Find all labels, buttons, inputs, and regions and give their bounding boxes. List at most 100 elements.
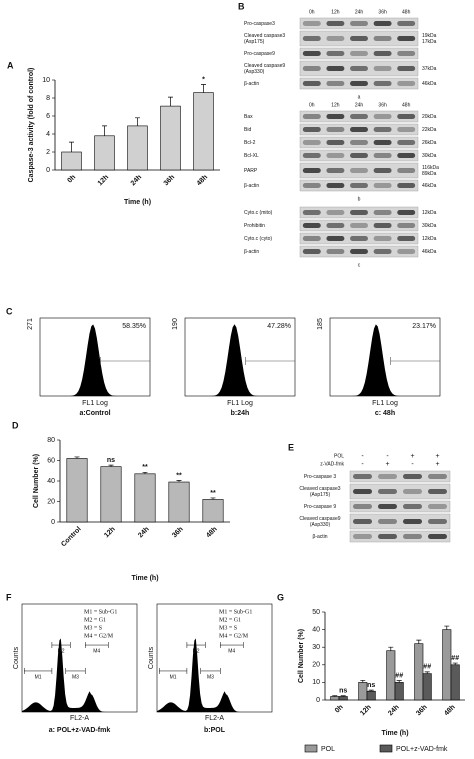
error-bar — [396, 680, 402, 683]
blot-band — [428, 504, 447, 509]
blot-strip — [299, 162, 419, 179]
blot-band — [350, 51, 368, 56]
y-tick-label: 40 — [47, 478, 55, 485]
legend-entry: M4 = G2/M — [219, 633, 249, 639]
row-label: Prohibitin — [244, 223, 265, 229]
x-tick-label: 48h — [205, 526, 218, 539]
y-axis-label: Counts — [13, 646, 20, 669]
blot-strip — [299, 47, 419, 60]
y-tick-label: 40 — [312, 626, 320, 633]
error-bar — [168, 96, 173, 107]
marker-label: M4 — [228, 648, 235, 654]
blot-band — [302, 249, 321, 254]
lane-label: 48h — [402, 102, 411, 108]
blot-band — [302, 51, 321, 56]
bar — [450, 664, 460, 701]
marker-bracket — [220, 642, 244, 649]
marker-label: M2 — [193, 648, 200, 654]
plot-caption: a: POL+z-VAD-fmk — [49, 727, 111, 734]
blot-band — [397, 51, 416, 56]
bar — [394, 682, 404, 701]
bar — [330, 696, 340, 701]
bar — [127, 125, 148, 171]
histogram — [22, 638, 137, 712]
legend-entry: M2 = G1 — [219, 617, 241, 623]
kda-label: 20kDa — [422, 114, 437, 120]
blot-band — [350, 183, 368, 188]
blot-band — [326, 81, 345, 86]
blot-band — [373, 81, 392, 86]
blot-band — [373, 66, 392, 71]
y-tick-label: 60 — [47, 457, 55, 464]
row-label: Bcl-2 — [244, 140, 256, 146]
blot-band — [350, 21, 368, 26]
row-label: Cyto.c (mito) — [244, 210, 273, 216]
blot-caption: b — [358, 196, 361, 202]
x-tick-label: 24h — [137, 526, 150, 539]
blot-band — [353, 489, 372, 494]
x-tick-label: 36h — [171, 526, 184, 539]
blot-band — [326, 127, 345, 132]
treatment-sign: + — [385, 461, 389, 468]
bar — [358, 682, 368, 701]
legend-swatch — [304, 744, 318, 753]
panel-label: C — [6, 306, 13, 316]
bar — [160, 105, 181, 171]
marker-label: M3 — [207, 674, 214, 680]
bar — [366, 690, 376, 701]
row-label: Cleaved caspase9 — [299, 516, 340, 522]
bar — [94, 135, 115, 171]
blot-band — [428, 489, 447, 494]
blot-band — [397, 168, 416, 173]
bar — [422, 673, 432, 701]
y-tick-label: 6 — [46, 113, 50, 120]
blot-band — [350, 66, 368, 71]
y-tick-label: 20 — [312, 662, 320, 669]
y-tick-label: 10 — [312, 679, 320, 686]
lane-label: 12h — [331, 102, 340, 108]
bar — [414, 643, 424, 701]
error-bar — [452, 662, 458, 665]
blot-band — [350, 168, 368, 173]
annotation: * — [202, 76, 205, 83]
plot-caption: b:POL — [204, 727, 226, 734]
blot-band — [378, 489, 397, 494]
panel-label: G — [277, 592, 284, 602]
y-tick-label: 10 — [42, 77, 50, 84]
blot-strip — [299, 136, 419, 149]
blot-band — [350, 140, 368, 145]
blot-band — [326, 66, 345, 71]
error-bar — [142, 471, 148, 474]
blot-band — [302, 127, 321, 132]
blot-band — [397, 249, 416, 254]
x-tick-label: 24h — [387, 704, 400, 717]
lane-label: 0h — [309, 102, 315, 108]
gate-percent: 47.28% — [267, 323, 291, 330]
lane-label: 48h — [402, 9, 411, 15]
gate-marker — [390, 357, 440, 365]
blot-band — [353, 519, 372, 524]
blot-band — [326, 21, 345, 26]
x-tick-label: 12h — [97, 174, 110, 187]
y-tick-label: 0 — [46, 167, 50, 174]
marker-label: M4 — [93, 648, 100, 654]
row-label: Bid — [244, 127, 251, 133]
blot-band — [326, 51, 345, 56]
blot-band — [378, 504, 397, 509]
y-tick-label: 2 — [46, 149, 50, 156]
blot-strip — [349, 500, 451, 513]
y-axis-label: Cell Number (%) — [33, 454, 40, 508]
plot-frame — [21, 603, 138, 713]
x-axis-label: FL2-A — [205, 715, 224, 722]
y-max-label: 185 — [317, 318, 324, 330]
bar — [61, 151, 82, 171]
blot-strip — [349, 483, 451, 500]
marker-bracket — [200, 667, 221, 674]
blot-band — [353, 534, 372, 539]
annotation: ns — [367, 682, 375, 689]
blot-band — [403, 489, 422, 494]
lane-label: 36h — [378, 102, 387, 108]
bar — [202, 499, 224, 523]
error-bar — [416, 639, 422, 644]
legend-entry: M3 = S — [219, 625, 237, 631]
